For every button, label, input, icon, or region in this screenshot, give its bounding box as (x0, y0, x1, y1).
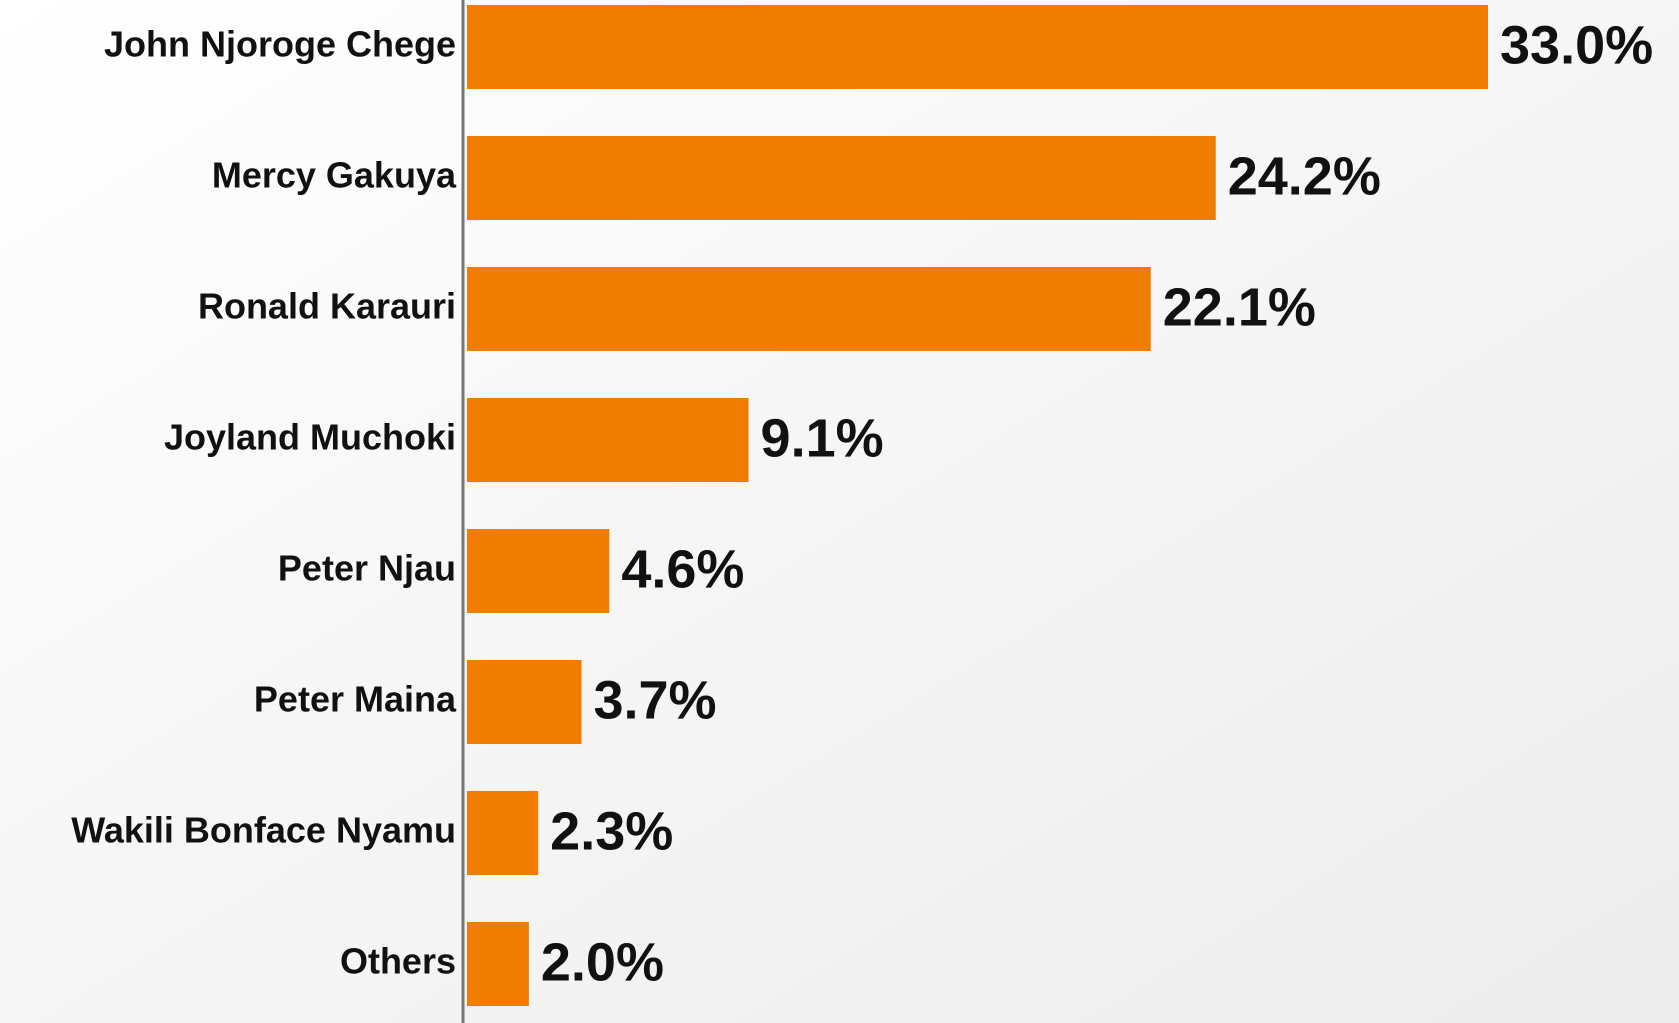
value-label: 22.1% (1163, 277, 1316, 337)
value-label: 33.0% (1500, 15, 1653, 75)
category-label: Ronald Karauri (198, 286, 456, 327)
value-label: 2.3% (550, 801, 673, 861)
bar (467, 267, 1151, 351)
category-label: Joyland Muchoki (164, 417, 456, 458)
bar (467, 922, 529, 1006)
bar (467, 5, 1488, 89)
category-label: Peter Njau (278, 548, 456, 589)
bar (467, 398, 749, 482)
value-label: 2.0% (541, 932, 664, 992)
category-label: Wakili Bonface Nyamu (71, 810, 456, 851)
bar (467, 791, 539, 875)
category-label: John Njoroge Chege (104, 24, 456, 65)
category-label: Peter Maina (254, 679, 457, 720)
value-label: 3.7% (593, 670, 716, 730)
bar (467, 529, 610, 613)
category-label: Others (340, 941, 456, 982)
value-label: 9.1% (761, 408, 884, 468)
bar (467, 660, 582, 744)
category-label: Mercy Gakuya (212, 155, 457, 196)
value-label: 24.2% (1228, 146, 1381, 206)
value-label: 4.6% (621, 539, 744, 599)
plot-area: John Njoroge Chege 33.0% Mercy Gakuya 24.2%… (71, 5, 1653, 1006)
bar (467, 136, 1216, 220)
